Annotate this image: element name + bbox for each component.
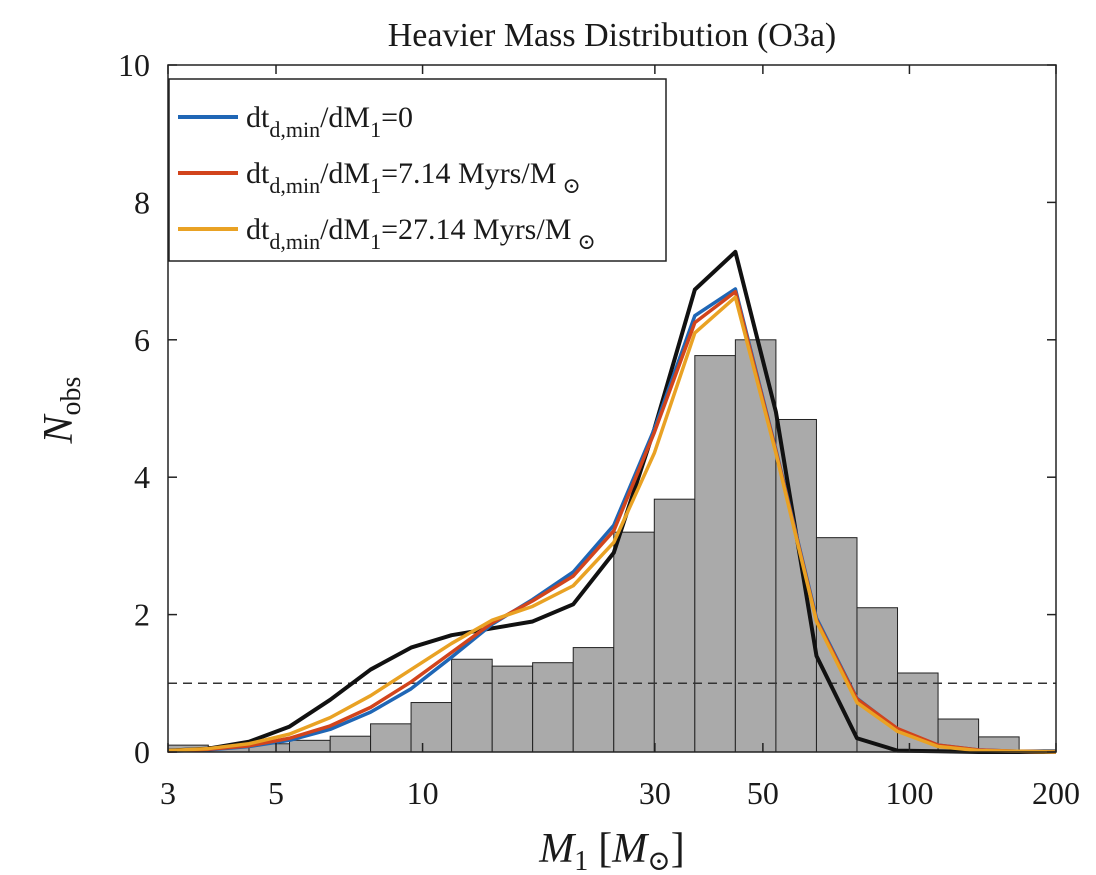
legend-label-part: ⊙ [577, 229, 595, 254]
y-axis: 0 2 4 6 8 10 [118, 47, 1056, 770]
legend-label-part: d,min [269, 117, 320, 142]
legend-label-part: =0 [381, 101, 413, 134]
legend-label-part: ⊙ [562, 173, 580, 198]
x-axis: 3 5 10 30 50 100 200 [160, 65, 1080, 811]
x-tick-label: 10 [407, 775, 439, 811]
hist-bar [491, 665, 534, 753]
hist-bar [815, 537, 858, 753]
legend-label: dtd,min/dM1=7.14 Myrs/M ⊙ [246, 157, 581, 198]
x-tick-label: 3 [160, 775, 176, 811]
x-label-unit-sub: ⊙ [647, 846, 670, 875]
x-label-bracket-open: [ [598, 826, 612, 872]
legend-label-part: =27.14 Myrs/M [381, 213, 571, 246]
legend-label-part: 1 [370, 117, 381, 142]
legend-label: dtd,min/dM1=27.14 Myrs/M ⊙ [246, 213, 596, 254]
legend-label-part: dt [246, 157, 270, 190]
hist-bar [370, 723, 412, 753]
y-tick-label: 10 [118, 47, 150, 83]
y-tick-label: 6 [134, 322, 150, 358]
series-line-2 [167, 289, 1057, 754]
legend-label-part: d,min [269, 173, 320, 198]
series-line-3 [167, 295, 1057, 754]
hist-bar [734, 339, 777, 753]
x-tick-label: 30 [639, 775, 671, 811]
hist-bar [613, 531, 655, 753]
plot-frame [167, 64, 1057, 753]
legend-label-part: =7.14 Myrs/M [381, 157, 556, 190]
x-label-sub: 1 [574, 846, 588, 875]
legend-label-part: dt [246, 213, 270, 246]
x-tick-label: 50 [747, 775, 779, 811]
legend-label-part: /dM [320, 213, 370, 246]
hist-bar [694, 355, 736, 753]
hist-bar [532, 662, 574, 753]
y-axis-label: Nobs [36, 377, 87, 445]
chart-title: Heavier Mass Distribution (O3a) [388, 17, 837, 54]
y-tick-label: 2 [134, 597, 150, 633]
hist-bar [572, 647, 615, 753]
legend-label-part: d,min [269, 229, 320, 254]
y-tick-label: 0 [134, 734, 150, 770]
legend-label-part: dt [246, 101, 270, 134]
x-tick-label: 200 [1032, 775, 1080, 811]
legend-label-part: /dM [320, 157, 370, 190]
x-label-bracket-close: ] [671, 826, 685, 872]
legend-label-part: 1 [370, 229, 381, 254]
legend-label: dtd,min/dM1=0 [246, 101, 413, 142]
hist-bar [329, 735, 372, 753]
legend-label-part: 1 [370, 173, 381, 198]
y-tick-label: 4 [134, 459, 150, 495]
legend-label-part: /dM [320, 101, 370, 134]
x-tick-label: 100 [885, 775, 933, 811]
hist-bar [289, 739, 331, 753]
y-label-main: N [36, 413, 82, 444]
legend-box [168, 78, 667, 262]
y-label-sub: obs [56, 377, 87, 416]
plot-area [167, 249, 1057, 754]
hist-bar [410, 702, 453, 753]
hist-bar [653, 498, 696, 753]
hist-bar [451, 658, 493, 753]
y-tick-label: 8 [134, 184, 150, 220]
x-label-main: M [538, 826, 576, 872]
x-label-unit-main: M [611, 826, 649, 872]
x-tick-label: 5 [268, 775, 284, 811]
x-axis-label: M1 [M⊙] [538, 826, 684, 875]
hist-bar [856, 607, 899, 753]
series-line-0 [167, 249, 1056, 754]
